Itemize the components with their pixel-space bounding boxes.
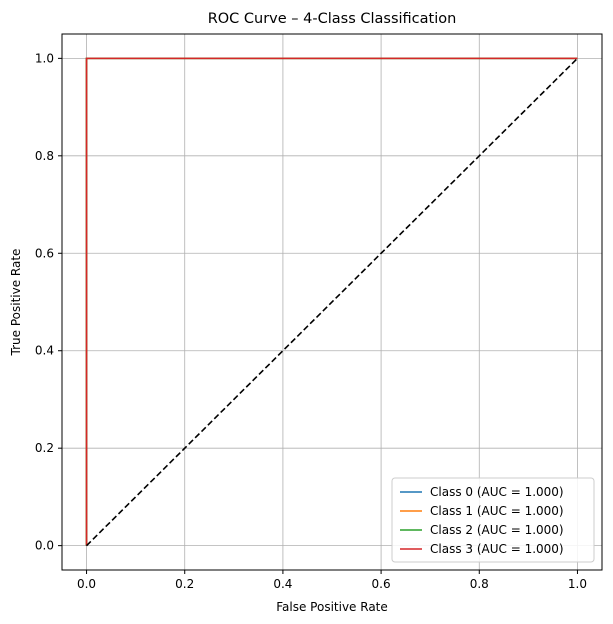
y-axis-label: True Positive Rate xyxy=(9,249,23,357)
y-tick-label-3: 0.6 xyxy=(35,246,54,260)
y-tick-label-4: 0.8 xyxy=(35,149,54,163)
x-tick-label-2: 0.4 xyxy=(273,577,292,591)
legend-label-class-2: Class 2 (AUC = 1.000) xyxy=(430,523,564,537)
x-tick-label-3: 0.6 xyxy=(372,577,391,591)
x-tick-label-1: 0.2 xyxy=(175,577,194,591)
chart-title: ROC Curve – 4-Class Classification xyxy=(208,11,457,27)
x-axis-label: False Positive Rate xyxy=(276,600,388,614)
x-axis-ticks: 0.0 0.2 0.4 0.6 0.8 1.0 xyxy=(77,570,587,591)
series-line-class-3 xyxy=(85,57,578,546)
x-tick-label-4: 0.8 xyxy=(470,577,489,591)
y-axis-ticks: 0.0 0.2 0.4 0.6 0.8 1.0 xyxy=(35,51,62,553)
y-tick-label-5: 1.0 xyxy=(35,51,54,65)
reference-diagonal-line xyxy=(85,57,579,547)
legend-box xyxy=(391,477,595,563)
x-tick-label-0: 0.0 xyxy=(77,577,96,591)
series-lines xyxy=(85,57,579,547)
legend-label-class-3: Class 3 (AUC = 1.000) xyxy=(430,542,564,556)
legend: Class 0 (AUC = 1.000) Class 1 (AUC = 1.00… xyxy=(391,477,595,563)
legend-label-class-1: Class 1 (AUC = 1.000) xyxy=(430,504,564,518)
y-tick-label-2: 0.4 xyxy=(35,344,54,358)
y-tick-label-0: 0.0 xyxy=(35,539,54,553)
plot-frame xyxy=(61,33,603,571)
x-tick-label-5: 1.0 xyxy=(568,577,587,591)
y-tick-label-1: 0.2 xyxy=(35,441,54,455)
legend-label-class-0: Class 0 (AUC = 1.000) xyxy=(430,485,564,499)
